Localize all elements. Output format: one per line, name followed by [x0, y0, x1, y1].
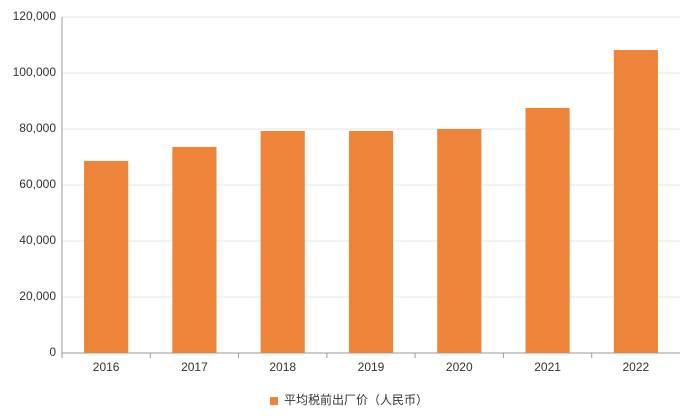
x-tick-label: 2016: [93, 360, 120, 374]
bar: [613, 50, 658, 353]
y-tick-label: 60,000: [19, 177, 56, 191]
bar: [172, 146, 217, 353]
x-tick-label: 2018: [269, 360, 296, 374]
x-tick-label: 2019: [358, 360, 385, 374]
bar: [260, 130, 305, 353]
y-tick-label: 80,000: [19, 121, 56, 135]
x-tick-label: 2022: [623, 360, 650, 374]
y-tick-label: 120,000: [13, 9, 57, 23]
bar: [348, 130, 394, 353]
x-tick-label: 2020: [446, 360, 473, 374]
legend-swatch: [270, 397, 278, 405]
legend-label: 平均税前出厂价（人民币）: [284, 392, 428, 407]
y-tick-label: 100,000: [13, 65, 57, 79]
y-tick-label: 40,000: [19, 233, 56, 247]
y-tick-label: 0: [49, 345, 56, 359]
x-tick-label: 2017: [181, 360, 208, 374]
bar: [525, 108, 570, 353]
x-tick-label: 2021: [534, 360, 561, 374]
bar: [437, 129, 482, 353]
y-tick-label: 20,000: [19, 289, 56, 303]
bar: [84, 160, 129, 353]
